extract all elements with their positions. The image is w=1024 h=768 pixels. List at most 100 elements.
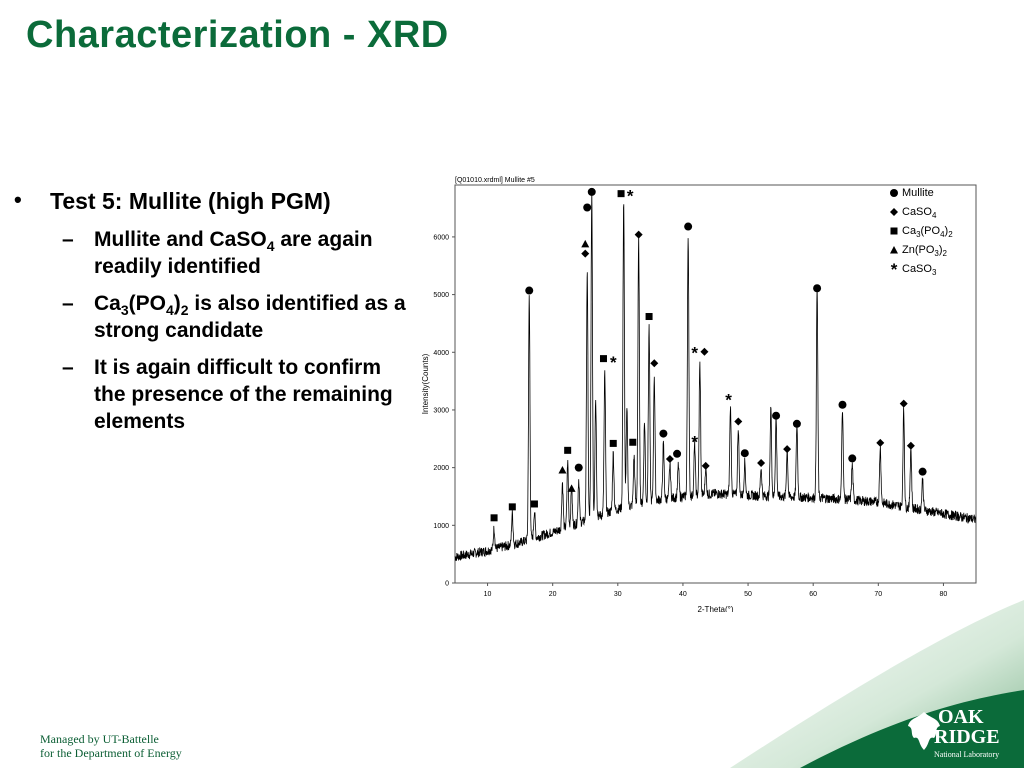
legend-marker-diamond: [890, 208, 898, 216]
marker-square: [599, 355, 607, 363]
x-tick-label: 70: [874, 591, 882, 598]
footer-line-1: Managed by UT-Battelle: [40, 732, 159, 746]
y-tick-label: 1000: [433, 523, 449, 530]
x-tick-label: 50: [744, 591, 752, 598]
sub2-subscript-3: 2: [180, 302, 189, 319]
oak-leaf-icon: [908, 712, 940, 750]
sub1-subscript: 4: [266, 238, 275, 255]
marker-diamond: [701, 461, 710, 470]
marker-diamond: [757, 459, 766, 468]
marker-diamond: [876, 438, 885, 447]
bullet-main: • Test 5: Mullite (high PGM): [12, 186, 412, 216]
y-tick-label: 3000: [433, 407, 449, 414]
legend-entry: CaSO4: [902, 206, 937, 220]
x-tick-label: 10: [484, 591, 492, 598]
marker-circle: [848, 454, 857, 463]
marker-square: [645, 313, 653, 321]
marker-star: *: [691, 433, 698, 452]
y-tick-label: 5000: [433, 292, 449, 299]
marker-circle: [587, 187, 596, 196]
marker-circle: [838, 400, 847, 409]
marker-triangle: [567, 484, 576, 492]
legend-entry: Mullite: [902, 187, 934, 199]
marker-circle: [792, 419, 801, 428]
marker-square: [530, 500, 538, 508]
marker-diamond: [665, 454, 674, 463]
xrd-chart: [Q01010.xrdml] Mullite #5 10 20 30 40 50 60 70 8…: [421, 177, 977, 612]
footer: Managed by UT-Battelle for the Departmen…: [40, 732, 182, 760]
marker-circle: [574, 463, 583, 472]
logo-ridge: RIDGE: [934, 726, 1000, 748]
marker-circle: [673, 449, 682, 458]
chart-title: [Q01010.xrdml] Mullite #5: [455, 177, 535, 184]
x-tick-label: 30: [614, 591, 622, 598]
marker-diamond: [734, 417, 743, 426]
y-tick-label: 2000: [433, 465, 449, 472]
sub2-text-c: (PO: [128, 292, 166, 315]
y-tick-label: 0: [445, 581, 449, 588]
sub-bullet-3: – It is again difficult to confirm the p…: [12, 354, 412, 435]
marker-star: *: [610, 353, 617, 372]
sub2-subscript-2: 4: [166, 302, 174, 319]
sub-bullet-1: – Mullite and CaSO4 are again readily id…: [12, 226, 412, 280]
marker-square: [609, 439, 617, 447]
dash-icon: –: [62, 356, 74, 379]
legend-marker-triangle: [890, 246, 898, 254]
marker-diamond: [906, 441, 915, 450]
x-axis-label: 2-Theta(°): [697, 605, 733, 612]
legend-entry: Zn(PO3)2: [902, 244, 948, 258]
y-axis-label: Intensity(Counts): [421, 353, 430, 414]
marker-square: [490, 514, 498, 522]
marker-square: [629, 438, 637, 446]
marker-circle: [740, 449, 749, 458]
marker-diamond: [899, 399, 908, 408]
legend-marker-square: [890, 227, 898, 235]
marker-square: [564, 446, 572, 454]
x-tick-label: 60: [809, 591, 817, 598]
plot-frame: [454, 184, 977, 584]
legend-marker-circle: [890, 189, 898, 197]
y-tick-label: 4000: [433, 350, 449, 357]
marker-square: [617, 190, 625, 198]
marker-diamond: [700, 347, 709, 356]
slide-title: Characterization - XRD: [26, 14, 449, 56]
marker-star: *: [627, 186, 634, 205]
marker-star: *: [725, 391, 732, 410]
marker-circle: [583, 203, 592, 212]
diffraction-trace: [454, 190, 977, 561]
marker-circle: [659, 429, 668, 438]
bullet-list: • Test 5: Mullite (high PGM) – Mullite a…: [12, 186, 412, 435]
dash-icon: –: [62, 292, 74, 315]
marker-diamond: [783, 445, 792, 454]
bullet-dot-icon: •: [14, 187, 22, 212]
marker-circle: [684, 222, 693, 231]
marker-circle: [772, 411, 781, 420]
bullet-main-text: Test 5: Mullite (high PGM): [50, 188, 331, 214]
legend-entry: CaSO3: [902, 263, 937, 277]
logo-national-laboratory: National Laboratory: [934, 750, 1000, 759]
oak-ridge-logo: OAK RIDGE National Laboratory: [904, 704, 1020, 764]
marker-square: [508, 503, 516, 511]
logo-oak: OAK: [938, 706, 984, 728]
x-tick-label: 20: [549, 591, 557, 598]
sub2-text-g: is also identified as a strong candidate: [94, 292, 406, 342]
x-tick-label: 80: [940, 591, 948, 598]
y-tick-label: 6000: [433, 234, 449, 241]
footer-line-2: for the Department of Energy: [40, 746, 182, 760]
marker-triangle: [558, 465, 567, 474]
sub2-text-e: ): [173, 292, 181, 315]
x-tick-label: 40: [679, 591, 687, 598]
marker-diamond: [634, 230, 643, 239]
marker-diamond: [581, 249, 590, 258]
marker-diamond: [650, 359, 659, 368]
dash-icon: –: [62, 228, 74, 251]
sub1-text-c: are again readily identified: [94, 228, 373, 278]
marker-triangle: [581, 239, 590, 248]
sub2-text-a: Ca: [94, 292, 121, 315]
marker-circle: [525, 286, 534, 295]
marker-star: *: [691, 343, 698, 362]
legend-marker-star: *: [891, 260, 898, 279]
sub2-subscript-1: 3: [120, 302, 129, 319]
marker-circle: [918, 467, 927, 476]
sub-bullet-2: – Ca3(PO4)2 is also identified as a stro…: [12, 290, 412, 344]
